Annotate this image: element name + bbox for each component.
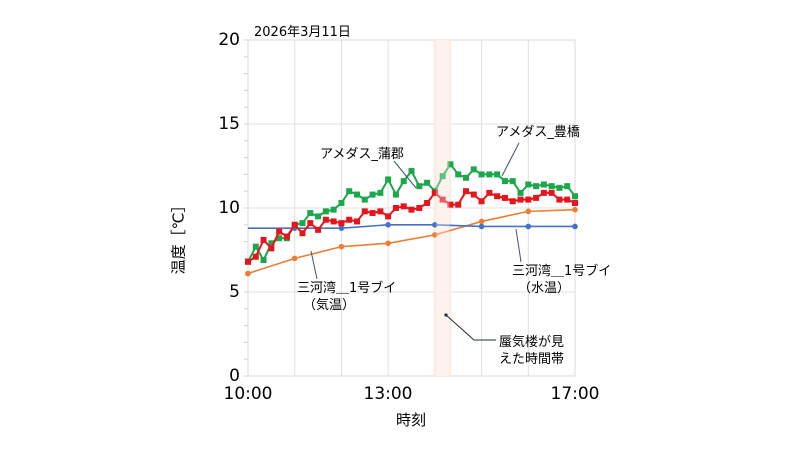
annotation-leader-lines bbox=[310, 142, 522, 341]
annotation-gamagori: アメダス_蒲郡 bbox=[320, 147, 404, 162]
annotation-buoy-air-line2: （気温） bbox=[303, 298, 356, 313]
annotation-buoy-water-temp: 三河湾＿1号ブイ （水温） bbox=[512, 263, 611, 297]
x-tick-1000: 10:00 bbox=[223, 384, 273, 404]
y-tick-20: 20 bbox=[218, 30, 240, 50]
annotation-mirage-period: 蜃気楼が見 えた時間帯 bbox=[499, 334, 564, 368]
y-tick-0: 0 bbox=[229, 366, 240, 386]
annotation-mirage-line1: 蜃気楼が見 bbox=[499, 335, 565, 350]
y-tick-15: 15 bbox=[218, 114, 240, 134]
annotation-mirage-line2: えた時間帯 bbox=[499, 352, 565, 367]
x-tick-1700: 17:00 bbox=[550, 384, 600, 404]
chart-date-title: 2026年3月11日 bbox=[254, 25, 351, 40]
annotation-buoy-water-line1: 三河湾＿1号ブイ bbox=[512, 264, 612, 279]
series-layer bbox=[245, 40, 578, 376]
x-axis-title: 時刻 bbox=[396, 411, 427, 429]
mirage-time-band bbox=[433, 40, 452, 376]
annotation-toyohashi: アメダス_豊橋 bbox=[496, 125, 580, 140]
annotation-buoy-air-line1: 三河湾＿1号ブイ bbox=[297, 281, 397, 296]
annotation-buoy-air-temp: 三河湾＿1号ブイ （気温） bbox=[297, 280, 396, 314]
y-axis-title: 温度［℃］ bbox=[169, 197, 188, 275]
y-tick-10: 10 bbox=[218, 198, 240, 218]
x-tick-1300: 13:00 bbox=[363, 384, 413, 404]
annotation-buoy-water-line2: （水温） bbox=[518, 281, 571, 296]
y-tick-5: 5 bbox=[229, 282, 240, 302]
